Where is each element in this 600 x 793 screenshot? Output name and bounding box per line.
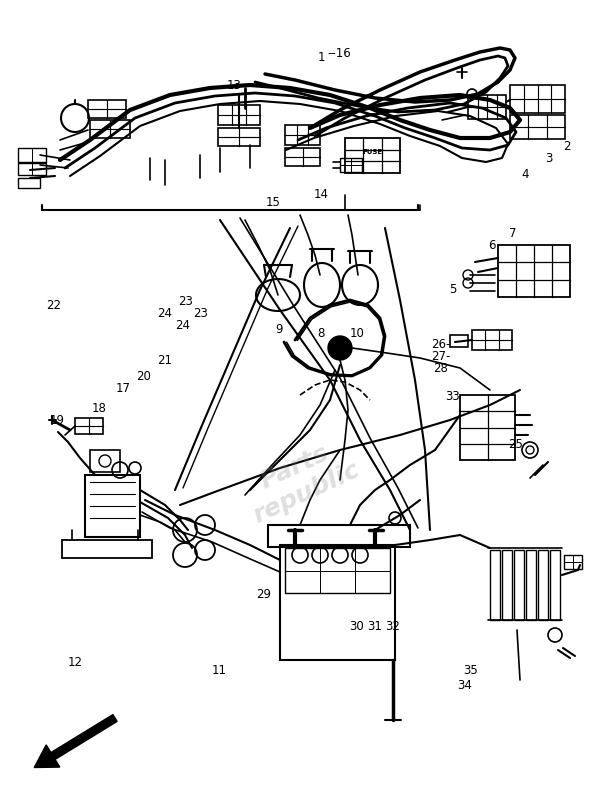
Bar [340, 158, 362, 172]
Bar [510, 115, 565, 139]
Bar [85, 475, 140, 537]
Text: 12: 12 [67, 656, 83, 668]
Bar [550, 550, 560, 620]
Text: 18: 18 [92, 402, 106, 415]
Text: 30: 30 [350, 620, 364, 633]
Bar [345, 138, 400, 173]
Bar [472, 330, 512, 350]
Text: 13: 13 [227, 79, 241, 92]
Text: 35: 35 [464, 664, 478, 676]
Bar [18, 148, 46, 162]
Bar [285, 125, 320, 145]
Text: 14: 14 [314, 188, 329, 201]
Text: 24: 24 [157, 307, 173, 320]
Text: 29: 29 [257, 588, 271, 601]
Bar [538, 550, 548, 620]
Bar [62, 540, 152, 558]
Text: 22: 22 [47, 299, 62, 312]
Text: 33: 33 [446, 390, 460, 403]
Text: 19: 19 [49, 414, 65, 427]
Bar [90, 450, 120, 472]
Bar [90, 120, 130, 138]
Text: 34: 34 [458, 680, 472, 692]
Bar [526, 550, 536, 620]
Bar [88, 100, 126, 118]
Circle shape [328, 336, 352, 360]
Bar [460, 395, 515, 460]
Text: --16: --16 [327, 48, 351, 60]
Bar [285, 548, 390, 593]
Text: 1: 1 [317, 51, 325, 63]
Text: FUSE: FUSE [362, 149, 382, 155]
Text: 7: 7 [509, 228, 517, 240]
FancyArrow shape [34, 714, 117, 768]
Text: 9: 9 [275, 323, 283, 335]
Bar [498, 245, 570, 297]
Bar [490, 550, 500, 620]
Text: 31: 31 [368, 620, 382, 633]
Bar [218, 105, 260, 125]
Bar [285, 148, 320, 166]
Text: 17: 17 [115, 382, 131, 395]
Bar [450, 335, 468, 347]
Text: 25: 25 [509, 438, 523, 450]
Text: Parts
republic: Parts republic [237, 432, 363, 528]
Text: 15: 15 [266, 196, 280, 209]
Text: 24: 24 [176, 319, 191, 331]
Bar [18, 163, 46, 175]
Bar [510, 85, 565, 113]
Text: 23: 23 [179, 295, 193, 308]
Text: 6: 6 [488, 239, 496, 252]
Text: 3: 3 [545, 152, 553, 165]
Bar [502, 550, 512, 620]
Bar [18, 178, 40, 188]
Text: 4: 4 [521, 168, 529, 181]
Text: 21: 21 [157, 354, 173, 367]
Text: 8: 8 [317, 327, 325, 339]
Text: 28: 28 [434, 362, 448, 375]
Text: 5: 5 [449, 283, 457, 296]
Text: 10: 10 [350, 327, 364, 339]
Bar [468, 95, 506, 119]
Bar [280, 545, 395, 660]
Text: 2: 2 [563, 140, 571, 153]
Bar [564, 555, 582, 569]
Text: 26-: 26- [431, 339, 451, 351]
Bar [218, 128, 260, 146]
Text: 11: 11 [212, 664, 227, 676]
Text: 20: 20 [137, 370, 151, 383]
Text: 32: 32 [386, 620, 400, 633]
Text: 27-: 27- [431, 351, 451, 363]
Bar [75, 418, 103, 434]
Bar [514, 550, 524, 620]
Bar [268, 525, 410, 547]
Text: 23: 23 [194, 307, 208, 320]
